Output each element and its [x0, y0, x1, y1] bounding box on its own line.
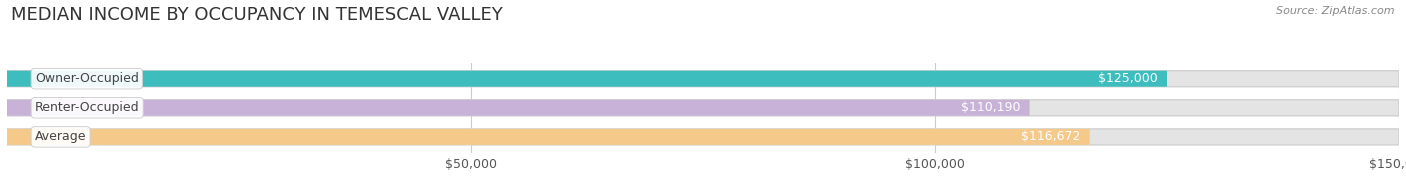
Text: $110,190: $110,190 — [960, 101, 1021, 114]
Text: Source: ZipAtlas.com: Source: ZipAtlas.com — [1277, 6, 1395, 16]
Text: $116,672: $116,672 — [1021, 130, 1080, 143]
FancyBboxPatch shape — [7, 129, 1399, 145]
Text: Average: Average — [35, 130, 86, 143]
Text: Owner-Occupied: Owner-Occupied — [35, 72, 139, 85]
FancyBboxPatch shape — [7, 100, 1399, 116]
FancyBboxPatch shape — [7, 129, 1090, 145]
Text: $125,000: $125,000 — [1098, 72, 1157, 85]
FancyBboxPatch shape — [7, 71, 1167, 87]
FancyBboxPatch shape — [7, 71, 1399, 87]
FancyBboxPatch shape — [7, 100, 1029, 116]
Text: MEDIAN INCOME BY OCCUPANCY IN TEMESCAL VALLEY: MEDIAN INCOME BY OCCUPANCY IN TEMESCAL V… — [11, 6, 503, 24]
Text: Renter-Occupied: Renter-Occupied — [35, 101, 139, 114]
